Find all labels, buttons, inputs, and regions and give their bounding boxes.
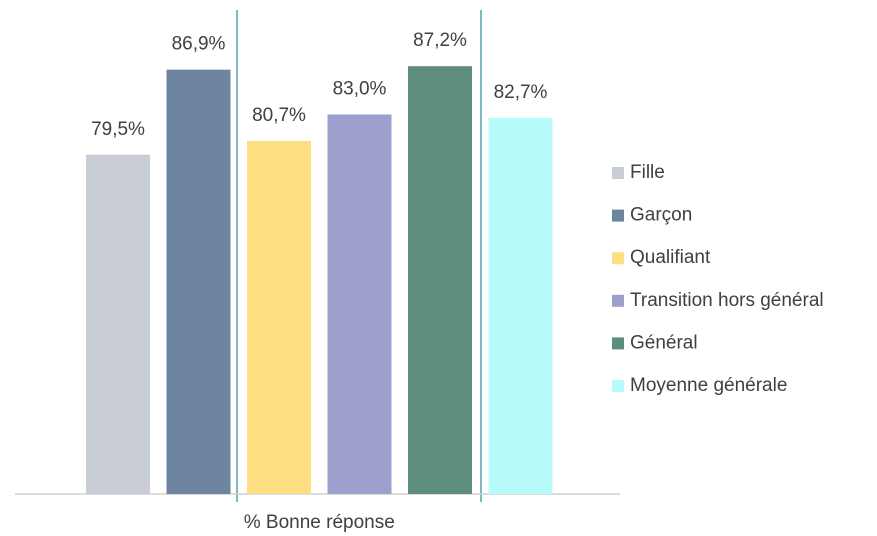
legend-swatch (612, 209, 624, 222)
bar (247, 140, 311, 494)
x-tick-label: % Bonne réponse (244, 512, 395, 533)
legend-label: Garçon (630, 205, 692, 226)
bar (166, 69, 231, 495)
legend-swatch (612, 337, 624, 350)
bar (488, 117, 553, 494)
legend-label: Transition hors général (630, 290, 824, 311)
legend-label: Fille (630, 162, 665, 183)
value-label: 80,7% (252, 105, 306, 126)
legend-swatch (612, 167, 624, 179)
bar (327, 114, 392, 494)
value-label: 87,2% (413, 30, 467, 51)
legend-label: Moyenne générale (630, 375, 787, 396)
bar (86, 154, 150, 494)
value-label: 82,7% (494, 82, 548, 103)
value-label: 79,5% (91, 119, 145, 140)
legend-label: Qualifiant (630, 247, 711, 268)
legend-label: Général (630, 332, 698, 353)
bar (408, 66, 472, 494)
legend-swatch (612, 252, 624, 265)
legend-swatch (612, 380, 624, 392)
value-label: 83,0% (333, 79, 387, 100)
value-label: 86,9% (172, 34, 226, 55)
legend-swatch (612, 294, 624, 307)
